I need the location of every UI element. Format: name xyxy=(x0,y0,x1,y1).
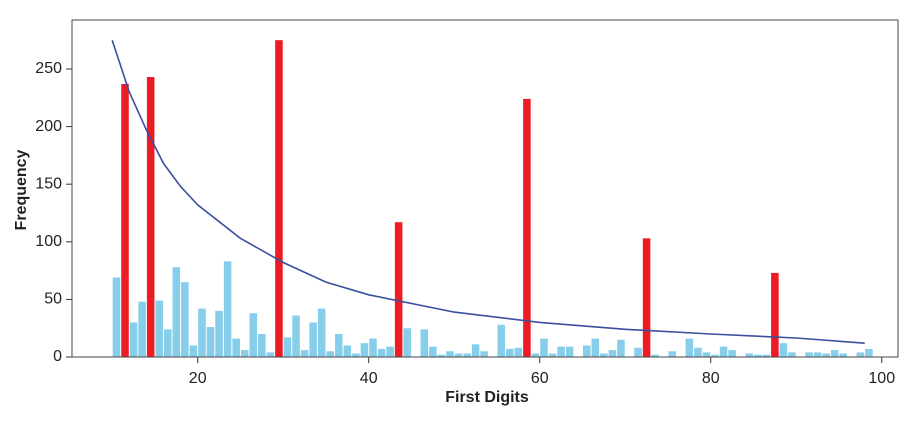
bar xyxy=(668,351,677,357)
bar xyxy=(198,308,206,357)
bar xyxy=(557,346,565,357)
bar xyxy=(446,351,454,357)
bar xyxy=(506,348,514,357)
bar xyxy=(206,327,215,357)
bar xyxy=(163,329,172,357)
bar xyxy=(317,308,326,357)
bar xyxy=(240,350,249,357)
bar xyxy=(352,353,360,357)
bar xyxy=(830,350,839,357)
bar xyxy=(582,345,591,357)
bar xyxy=(694,347,702,357)
bar xyxy=(753,354,762,357)
bar xyxy=(326,351,335,357)
bar xyxy=(463,353,471,357)
x-tick-label: 60 xyxy=(531,370,549,387)
bar xyxy=(223,261,232,357)
bar xyxy=(266,352,275,357)
bar xyxy=(386,346,394,357)
highlighted-bar xyxy=(394,222,403,357)
bar xyxy=(591,338,600,357)
x-tick-label: 40 xyxy=(360,370,378,387)
bar xyxy=(283,337,292,357)
bar xyxy=(471,344,480,357)
bar xyxy=(608,350,617,357)
bar xyxy=(634,347,642,357)
bar xyxy=(702,352,711,357)
bar xyxy=(369,338,377,357)
bar xyxy=(762,354,771,357)
bar xyxy=(651,354,659,357)
bar xyxy=(685,338,694,357)
y-tick-label: 50 xyxy=(44,291,62,308)
highlighted-bar xyxy=(275,40,283,358)
bar xyxy=(719,346,728,357)
plot-frame xyxy=(71,19,899,358)
bar xyxy=(728,350,736,357)
highlighted-bar xyxy=(523,98,531,358)
bar xyxy=(856,352,865,357)
bar xyxy=(480,351,488,357)
bar xyxy=(805,352,813,357)
bar xyxy=(839,353,848,357)
bar xyxy=(360,343,369,357)
bar xyxy=(309,322,317,357)
bar xyxy=(258,333,266,357)
bar xyxy=(779,343,788,357)
x-tick-label: 80 xyxy=(702,370,720,387)
x-tick-label: 100 xyxy=(868,370,895,387)
bar xyxy=(865,348,873,357)
x-tick-label: 20 xyxy=(189,370,207,387)
bar xyxy=(788,352,796,357)
bar xyxy=(711,354,719,357)
bar xyxy=(514,347,523,357)
bar xyxy=(112,277,121,357)
fit-curve xyxy=(111,39,865,344)
bar xyxy=(377,348,386,357)
bar xyxy=(138,301,146,357)
bar xyxy=(531,353,540,357)
bar xyxy=(403,328,411,357)
y-tick-label: 200 xyxy=(35,118,62,135)
bar xyxy=(600,353,608,357)
bar xyxy=(540,338,548,357)
bar xyxy=(548,353,557,357)
bar xyxy=(189,345,198,357)
y-tick-label: 250 xyxy=(35,60,62,77)
bar xyxy=(497,324,506,357)
bar xyxy=(300,350,309,357)
bar xyxy=(129,322,138,357)
y-tick-label: 100 xyxy=(35,233,62,250)
bar xyxy=(454,353,463,357)
highlighted-bar xyxy=(642,238,651,357)
bar xyxy=(292,315,300,357)
bar xyxy=(249,313,258,357)
bar xyxy=(181,282,189,357)
bar xyxy=(215,310,223,357)
highlighted-bar xyxy=(121,83,129,357)
bar xyxy=(617,339,625,357)
y-axis-title: Frequency xyxy=(13,149,30,230)
bar xyxy=(420,329,429,357)
bar xyxy=(232,338,240,357)
highlighted-bar xyxy=(771,272,779,357)
y-tick-label: 150 xyxy=(35,175,62,192)
bar xyxy=(335,333,343,357)
bar xyxy=(155,300,163,357)
bar xyxy=(429,346,437,357)
bar xyxy=(343,345,352,357)
bar xyxy=(437,354,446,357)
bar xyxy=(813,352,822,357)
bar xyxy=(565,346,574,357)
highlighted-bar xyxy=(146,77,155,358)
y-tick-label: 0 xyxy=(53,348,62,365)
bar xyxy=(745,353,753,357)
x-axis-title: First Digits xyxy=(445,389,529,406)
bar xyxy=(822,353,830,357)
bar xyxy=(172,267,181,357)
